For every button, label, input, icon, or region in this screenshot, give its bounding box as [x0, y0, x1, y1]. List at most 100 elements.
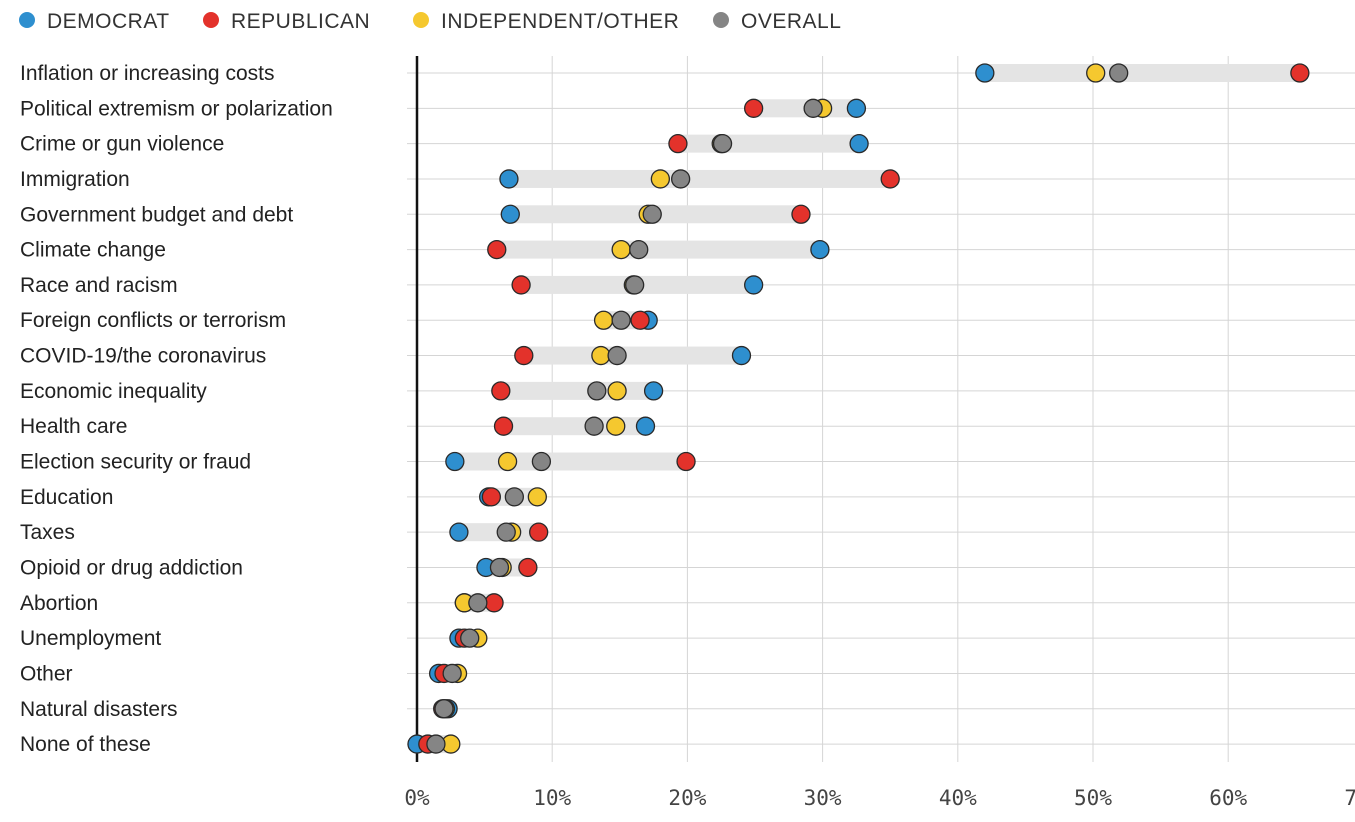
point-democrat-election-security-or-fraud	[445, 451, 465, 472]
point-republican-foreign-conflicts-or-terrorism	[630, 310, 650, 330]
point-republican-abortion	[484, 593, 504, 613]
category-label-opioid-or-drug-addiction: Opioid or drug addiction	[20, 556, 243, 579]
point-republican-immigration	[880, 169, 900, 189]
point-independent-other-election-security-or-fraud	[497, 451, 518, 472]
x-tick-label-0: 0%	[404, 786, 430, 810]
point-republican-race-and-racism	[511, 275, 531, 295]
range-bar-immigration	[508, 169, 891, 188]
point-overall-education	[504, 487, 524, 507]
point-overall-abortion	[468, 593, 488, 613]
point-democrat-inflation-or-increasing-costs	[975, 63, 995, 83]
category-label-election-security-or-fraud: Election security or fraud	[20, 451, 251, 474]
legend-marker-independent-other	[413, 12, 429, 28]
point-overall-election-security-or-fraud	[531, 451, 552, 472]
point-independent-other-covid-19-the-coronavirus	[591, 345, 611, 366]
x-tick-label-10: 10%	[533, 786, 571, 810]
legend-label-independent-other: INDEPENDENT/OTHER	[441, 10, 679, 33]
category-label-covid-19-the-coronavirus: COVID-19/the coronavirus	[20, 345, 266, 368]
category-label-government-budget-and-debt: Government budget and debt	[20, 203, 293, 226]
category-label-immigration: Immigration	[20, 168, 130, 191]
legend-marker-overall	[713, 12, 729, 28]
point-republican-political-extremism-or-polarization	[743, 98, 764, 118]
point-democrat-immigration	[499, 169, 519, 189]
point-overall-taxes	[496, 522, 516, 542]
point-republican-education	[481, 487, 502, 507]
point-democrat-climate-change	[810, 239, 830, 260]
point-republican-climate-change	[487, 239, 507, 260]
category-label-health-care: Health care	[20, 415, 127, 438]
category-label-unemployment: Unemployment	[20, 627, 161, 650]
point-republican-taxes	[529, 522, 549, 542]
point-republican-covid-19-the-coronavirus	[514, 345, 534, 366]
point-democrat-taxes	[449, 522, 469, 542]
point-republican-health-care	[493, 416, 514, 436]
range-bar-covid-19-the-coronavirus	[523, 346, 742, 365]
point-republican-crime-or-gun-violence	[668, 133, 688, 154]
data-points	[407, 63, 1310, 754]
point-overall-foreign-conflicts-or-terrorism	[611, 310, 631, 330]
point-democrat-race-and-racism	[743, 275, 764, 295]
x-axis-ticks: 0% 10% 20% 30% 40% 50% 60% 70%	[404, 786, 1355, 810]
category-label-taxes: Taxes	[20, 521, 75, 544]
point-overall-none-of-these	[426, 734, 446, 754]
point-republican-inflation-or-increasing-costs	[1290, 63, 1310, 83]
category-label-race-and-racism: Race and racism	[20, 274, 178, 297]
point-overall-crime-or-gun-violence	[712, 133, 733, 154]
point-independent-other-education	[527, 487, 547, 507]
range-bar-crime-or-gun-violence	[677, 134, 860, 153]
point-democrat-economic-inequality	[643, 381, 664, 401]
point-independent-other-immigration	[650, 169, 671, 189]
legend-marker-republican	[203, 12, 219, 28]
category-label-crime-or-gun-violence: Crime or gun violence	[20, 133, 224, 156]
point-overall-inflation-or-increasing-costs	[1109, 63, 1129, 83]
point-independent-other-inflation-or-increasing-costs	[1086, 63, 1106, 83]
category-label-economic-inequality: Economic inequality	[20, 380, 207, 403]
point-overall-natural-disasters	[434, 699, 454, 719]
point-republican-economic-inequality	[491, 381, 511, 401]
point-republican-government-budget-and-debt	[791, 204, 811, 224]
legend: DEMOCRAT REPUBLICAN INDEPENDENT/OTHER OVERA…	[19, 10, 841, 33]
category-label-inflation-or-increasing-costs: Inflation or increasing costs	[20, 62, 274, 85]
range-bar-climate-change	[496, 240, 820, 259]
point-republican-election-security-or-fraud	[676, 451, 696, 472]
point-democrat-government-budget-and-debt	[500, 204, 520, 224]
point-overall-government-budget-and-debt	[642, 204, 662, 224]
category-label-political-extremism-or-polarization: Political extremism or polarization	[20, 97, 333, 120]
point-democrat-covid-19-the-coronavirus	[731, 345, 752, 366]
point-overall-climate-change	[629, 239, 649, 260]
point-independent-other-health-care	[606, 416, 626, 436]
x-tick-label-60: 60%	[1209, 786, 1247, 810]
category-label-abortion: Abortion	[20, 592, 98, 615]
point-overall-unemployment	[460, 628, 480, 648]
range-bar-inflation-or-increasing-costs	[984, 64, 1300, 82]
point-overall-race-and-racism	[625, 275, 645, 295]
legend-marker-democrat	[19, 12, 35, 28]
category-label-other: Other	[20, 662, 73, 685]
point-overall-opioid-or-drug-addiction	[489, 557, 510, 578]
point-independent-other-climate-change	[611, 239, 631, 260]
category-label-foreign-conflicts-or-terrorism: Foreign conflicts or terrorism	[20, 309, 286, 332]
x-tick-label-50: 50%	[1074, 786, 1112, 810]
range-bar-election-security-or-fraud	[454, 452, 687, 471]
legend-label-overall: OVERALL	[741, 10, 841, 33]
point-overall-economic-inequality	[587, 381, 607, 401]
x-tick-label-70: 70%	[1344, 786, 1355, 810]
x-tick-label-20: 20%	[668, 786, 706, 810]
legend-label-democrat: DEMOCRAT	[47, 10, 170, 33]
legend-label-republican: REPUBLICAN	[231, 10, 370, 33]
gridlines	[407, 56, 1355, 762]
range-bars	[417, 64, 1300, 754]
category-label-none-of-these: None of these	[20, 733, 151, 756]
point-overall-health-care	[584, 416, 604, 436]
point-overall-other	[442, 663, 462, 684]
point-democrat-crime-or-gun-violence	[849, 133, 869, 154]
category-label-education: Education	[20, 486, 113, 509]
category-label-natural-disasters: Natural disasters	[20, 698, 178, 721]
point-overall-immigration	[670, 169, 691, 189]
category-labels: Inflation or increasing costs Political e…	[20, 62, 333, 756]
range-bar-economic-inequality	[500, 381, 654, 400]
point-republican-opioid-or-drug-addiction	[518, 557, 538, 578]
point-overall-covid-19-the-coronavirus	[607, 345, 627, 366]
point-overall-political-extremism-or-polarization	[803, 98, 823, 118]
